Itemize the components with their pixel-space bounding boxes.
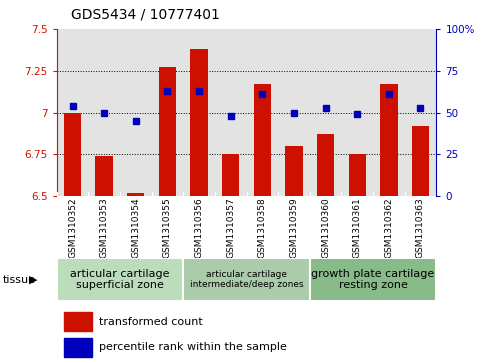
- Bar: [285, 146, 303, 196]
- Text: ▶: ▶: [29, 274, 38, 285]
- Bar: [373, 29, 405, 196]
- Text: GSM1310362: GSM1310362: [385, 197, 393, 258]
- Bar: [349, 154, 366, 196]
- Bar: [246, 29, 278, 196]
- Text: transformed count: transformed count: [99, 317, 203, 327]
- Text: GSM1310361: GSM1310361: [352, 197, 362, 258]
- Bar: [310, 192, 341, 258]
- Text: GSM1310359: GSM1310359: [289, 197, 298, 258]
- Bar: [253, 84, 271, 196]
- Text: GSM1310360: GSM1310360: [321, 197, 330, 258]
- Bar: [278, 29, 310, 196]
- Text: percentile rank within the sample: percentile rank within the sample: [99, 342, 287, 352]
- Text: GSM1310358: GSM1310358: [258, 197, 267, 258]
- Bar: [64, 113, 81, 196]
- Bar: [246, 192, 278, 258]
- Text: GSM1310357: GSM1310357: [226, 197, 235, 258]
- Bar: [190, 49, 208, 196]
- Bar: [57, 192, 88, 258]
- Bar: [96, 156, 113, 196]
- Bar: [88, 192, 120, 258]
- Bar: [380, 84, 397, 196]
- Bar: [310, 29, 341, 196]
- Bar: [317, 134, 334, 196]
- Text: GSM1310352: GSM1310352: [68, 197, 77, 258]
- Bar: [127, 193, 144, 196]
- Bar: [405, 29, 436, 196]
- Text: GSM1310355: GSM1310355: [163, 197, 172, 258]
- Bar: [57, 29, 88, 196]
- Bar: [215, 29, 246, 196]
- Bar: [159, 68, 176, 196]
- Bar: [152, 29, 183, 196]
- Bar: [215, 192, 246, 258]
- Text: growth plate cartilage
resting zone: growth plate cartilage resting zone: [312, 269, 435, 290]
- Bar: [88, 29, 120, 196]
- Bar: [310, 258, 436, 301]
- Bar: [120, 192, 152, 258]
- Text: GSM1310353: GSM1310353: [100, 197, 108, 258]
- Bar: [183, 192, 215, 258]
- Bar: [412, 126, 429, 196]
- Bar: [152, 192, 183, 258]
- Text: articular cartilage
superficial zone: articular cartilage superficial zone: [70, 269, 170, 290]
- Bar: [120, 29, 152, 196]
- Bar: [64, 338, 92, 357]
- Text: GSM1310363: GSM1310363: [416, 197, 425, 258]
- Text: GSM1310354: GSM1310354: [131, 197, 141, 258]
- Bar: [405, 192, 436, 258]
- Text: GDS5434 / 10777401: GDS5434 / 10777401: [71, 8, 220, 22]
- Bar: [64, 312, 92, 331]
- Text: tissue: tissue: [2, 274, 35, 285]
- Text: articular cartilage
intermediate/deep zones: articular cartilage intermediate/deep zo…: [190, 270, 303, 289]
- Bar: [183, 258, 310, 301]
- Text: GSM1310356: GSM1310356: [195, 197, 204, 258]
- Bar: [57, 258, 183, 301]
- Bar: [278, 192, 310, 258]
- Bar: [341, 192, 373, 258]
- Bar: [341, 29, 373, 196]
- Bar: [373, 192, 405, 258]
- Bar: [222, 154, 240, 196]
- Bar: [183, 29, 215, 196]
